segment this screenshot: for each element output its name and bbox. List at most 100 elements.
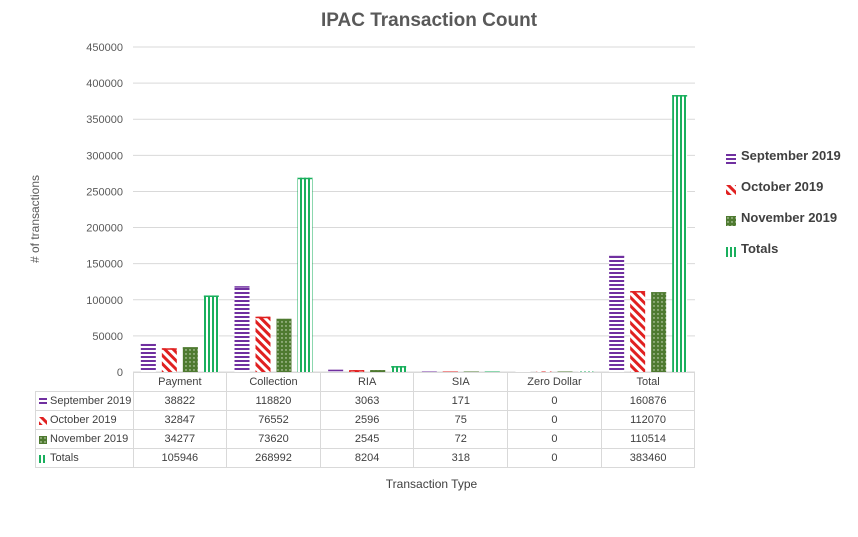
bar — [234, 286, 250, 372]
bar-top — [672, 95, 688, 97]
data-label: 171 — [413, 391, 509, 411]
legend-swatch-icon — [726, 182, 736, 195]
y-tick-label: 50000 — [92, 331, 123, 343]
y-tick-label: 300000 — [86, 150, 123, 162]
bar-top — [609, 255, 625, 258]
x-tick-label: Payment — [132, 372, 228, 392]
data-label: 0 — [507, 448, 602, 468]
data-label: 160876 — [600, 391, 696, 411]
bar-top — [484, 371, 500, 372]
data-label: 0 — [507, 410, 602, 430]
bar — [672, 95, 688, 372]
data-label: 72 — [413, 429, 509, 449]
y-tick-label: 400000 — [86, 78, 123, 90]
bar-top — [161, 348, 177, 350]
bar-top — [421, 371, 437, 372]
bar-top — [297, 177, 313, 180]
series-key-icon — [39, 397, 47, 407]
series-key-icon — [39, 416, 47, 426]
bar — [609, 255, 625, 372]
y-tick-labels: 0500001000001500002000002500003000003500… — [86, 42, 123, 379]
bar — [182, 347, 198, 372]
bar — [161, 348, 177, 372]
legend-label: Totals — [741, 241, 779, 256]
bar — [630, 291, 646, 372]
y-tick-label: 150000 — [86, 259, 123, 271]
data-label: 3063 — [319, 391, 415, 411]
legend-swatch-icon — [726, 151, 736, 164]
y-axis-label: # of transactions — [28, 174, 42, 264]
bar-top — [203, 295, 219, 297]
legend-item: Totals — [726, 233, 841, 264]
series-key-icon — [39, 454, 47, 464]
data-label: 110514 — [600, 429, 696, 449]
data-label: 118820 — [226, 391, 321, 411]
chart-title: IPAC Transaction Count — [320, 10, 538, 31]
data-label: 112070 — [600, 410, 696, 430]
legend-label: November 2019 — [741, 210, 838, 225]
bar-top — [442, 371, 458, 372]
bar — [651, 292, 667, 372]
data-label: 32847 — [132, 410, 228, 430]
table-row: November 2019 34277 73620 2545 72 0 110514 — [35, 429, 696, 449]
legend-swatch-icon — [726, 244, 736, 257]
bar — [391, 366, 407, 372]
table-row-series-name: November 2019 — [35, 429, 134, 449]
data-label: 75 — [413, 410, 509, 430]
bar — [203, 295, 219, 372]
y-tick-label: 250000 — [86, 186, 123, 198]
x-tick-label: RIA — [319, 372, 415, 392]
bar-top — [349, 370, 365, 372]
legend-item: October 2019 — [726, 171, 841, 202]
bar-top — [328, 369, 344, 372]
data-label: 8204 — [319, 448, 415, 468]
bar — [140, 343, 156, 372]
data-label: 38822 — [132, 391, 228, 411]
data-label: 34277 — [132, 429, 228, 449]
x-tick-label: SIA — [413, 372, 509, 392]
y-tick-label: 200000 — [86, 223, 123, 235]
data-label: 0 — [507, 429, 602, 449]
table-row: September 2019 38822 118820 3063 171 0 160876 — [35, 391, 696, 411]
legend-swatch-icon — [726, 213, 736, 226]
legend: September 2019 October 2019 November 2019 T… — [726, 140, 841, 264]
x-tick-label: Zero Dollar — [507, 372, 602, 392]
data-label: 2545 — [319, 429, 415, 449]
bar-top — [651, 292, 667, 294]
data-label: 2596 — [319, 410, 415, 430]
bar-top — [630, 291, 646, 293]
bar — [536, 371, 552, 372]
legend-item: November 2019 — [726, 202, 841, 233]
bar — [557, 371, 573, 372]
bar — [578, 371, 594, 372]
bar — [276, 318, 292, 372]
data-label: 73620 — [226, 429, 321, 449]
table-row-series-name: September 2019 — [35, 391, 134, 411]
bar-top — [255, 316, 271, 319]
table-row: Totals 105946 268992 8204 318 0 383460 — [35, 448, 696, 468]
data-label: 0 — [507, 391, 602, 411]
table-row-series-name: Totals — [35, 448, 134, 468]
data-label: 318 — [413, 448, 509, 468]
bar-top — [234, 286, 250, 288]
x-tick-label: Total — [600, 372, 696, 392]
legend-label: September 2019 — [741, 148, 841, 163]
bars — [140, 95, 688, 372]
data-table: Payment Collection RIA SIA Zero Dollar Total … — [35, 372, 696, 468]
table-row: October 2019 32847 76552 2596 75 0 112070 — [35, 410, 696, 430]
bar-top — [370, 370, 386, 372]
table-row-series-name: October 2019 — [35, 410, 134, 430]
legend-label: October 2019 — [741, 179, 824, 194]
data-label: 76552 — [226, 410, 321, 430]
data-label: 383460 — [600, 448, 696, 468]
bar-top — [276, 318, 292, 321]
x-axis-label: Transaction Type — [385, 477, 478, 491]
y-tick-label: 350000 — [86, 114, 123, 126]
bar-top — [463, 371, 479, 372]
series-key-icon — [39, 435, 47, 445]
bar-top — [140, 343, 156, 346]
bar-top — [391, 366, 407, 368]
legend-item: September 2019 — [726, 140, 841, 171]
y-tick-label: 100000 — [86, 295, 123, 307]
